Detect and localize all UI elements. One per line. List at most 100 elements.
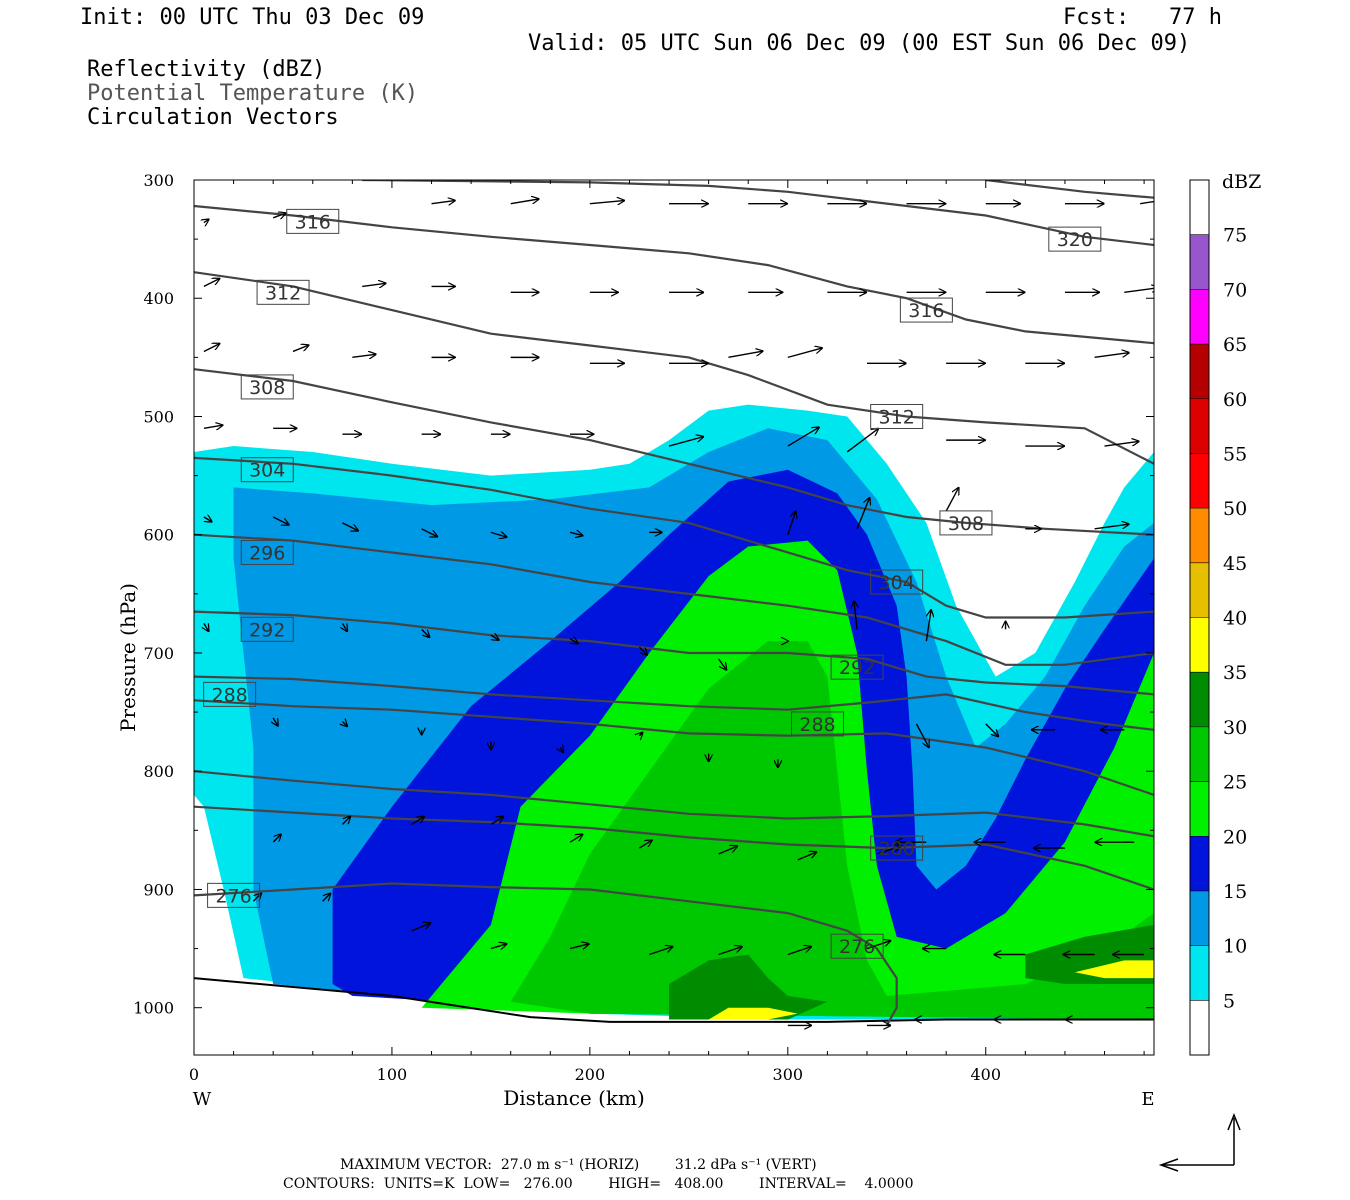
colorbar-level-label: 55 [1223,443,1247,465]
theta-contour-288 [194,699,1154,796]
contour-label-292: 292 [249,619,285,641]
vector-arrow [915,723,928,747]
vector-arrow [638,840,651,849]
contour-label-312: 312 [265,282,301,304]
colorbar-level-label: 50 [1223,498,1247,520]
vector-arrow [639,733,642,736]
max-vector-note: MAXIMUM VECTOR: 27.0 m s⁻¹ (HORIZ) 31.2 … [340,1157,817,1173]
x-tick-label: 0 [189,1065,199,1084]
plot-area [194,404,1154,1023]
colorbar-segment [1190,617,1209,673]
theta-contour-304 [194,456,1154,619]
vector-arrow [322,894,331,902]
theta-contour-280 [194,805,1154,891]
vector-arrow [945,488,958,512]
field-reflectivity: Reflectivity (dBZ) [87,57,326,82]
vector-arrow [787,947,811,956]
vector-arrow [490,532,507,537]
colorbar-level-label: 15 [1223,881,1247,903]
colorbar-level-label: 40 [1223,608,1247,630]
contour-label-box [870,569,924,595]
contour-label-320: 320 [1057,229,1093,251]
vector-arrow [846,429,878,453]
vector-arrow [797,852,817,861]
colorbar-segment [1190,945,1209,1001]
vector-arrow [856,498,869,530]
reflectivity-region-35dbz [708,1007,798,1020]
contour-label-276: 276 [839,936,875,958]
colorbar-level-label: 45 [1223,553,1247,575]
vector-arrow [292,345,309,353]
contour-labels: 276 276 280 288 288 292 292 296 304 304 308 308 312 3… [203,208,1102,959]
contour-label-box [240,616,294,642]
vector-arrow [668,437,703,447]
contour-label-316: 316 [295,211,331,233]
vector-arrow [985,723,998,736]
x-tick-label: 100 [377,1065,408,1084]
colorbar-segment [1190,344,1209,399]
colorbar-segment [1190,398,1209,454]
vector-arrow [490,635,499,640]
vector-arrow [718,947,742,956]
contour-label-box [870,403,924,429]
field-circulation-vectors: Circulation Vectors [87,105,339,130]
vector-arrow [728,351,762,359]
contour-label-304: 304 [879,572,915,594]
y-tick-label: 300 [143,171,174,190]
vector-arrow [569,944,589,949]
vector-arrow [718,846,738,855]
contours-note: CONTOURS: UNITS=K LOW= 276.00 HIGH= 408.… [283,1176,914,1192]
vector-arrow [717,658,727,670]
vector-arrow [342,623,347,631]
vector-arrow [272,834,281,843]
colorbar-level-label: 30 [1223,717,1247,739]
y-tick-label: 500 [143,407,174,426]
vector-arrow [787,348,822,359]
y-tick-label: 600 [143,526,174,545]
y-tick-label: 1000 [133,999,174,1018]
contour-label-316: 316 [908,300,944,322]
theta-contour-296 [194,610,1154,696]
contour-label-304: 304 [249,460,285,482]
colorbar-segment [1190,180,1209,235]
colorbar-segment [1190,781,1209,837]
colorbar-level-label: 65 [1223,334,1247,356]
vector-arrow [1094,524,1129,530]
theta-contours [194,180,1154,1026]
contour-label-292: 292 [839,657,875,679]
vector-arrow [638,646,647,655]
reflectivity-region-25dbz [510,641,1154,1020]
vector-arrow [490,944,507,949]
vector-arrow [204,623,209,631]
theta-contour-320 [362,180,1154,247]
colorbar-level-label: 20 [1223,826,1247,848]
y-tick-label: 400 [143,289,174,308]
colorbar-segment [1190,453,1209,509]
theta-contour-308 [194,368,1154,536]
x-west-label: W [193,1089,212,1110]
vector-arrow [589,201,624,204]
vector-arrow [1094,353,1129,359]
contour-label-box [286,208,340,234]
contour-label-288: 288 [799,714,835,736]
contour-label-box [240,539,294,565]
theta-contour-300 [194,533,1154,666]
contour-label-box [939,510,993,536]
vector-arrow [204,219,209,222]
contour-label-box [240,374,294,400]
vector-arrow [854,601,857,630]
vector-arrow [273,717,278,726]
contour-label-box [830,933,884,959]
vector-arrow [203,344,220,353]
colorbar: 5 10 15 20 25 30 35 40 45 50 55 60 65 70 75 dBZ [1189,171,1261,1056]
plot-frame [193,179,1155,1056]
vector-arrow [569,639,578,644]
x-axis-title: Distance (km) [503,1086,645,1110]
forecast-hour: Fcst: 77 h [1063,5,1222,30]
horizontal-legend-arrowhead [1158,1158,1179,1172]
vector-arrow [362,283,385,286]
contour-label-box [203,681,257,707]
colorbar-level-label: 5 [1223,990,1235,1012]
y-tick-label: 900 [143,880,174,899]
vector-arrow [560,748,563,753]
